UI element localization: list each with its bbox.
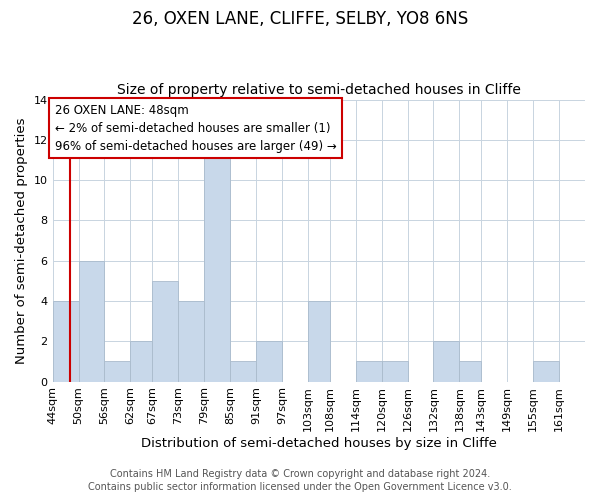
Title: Size of property relative to semi-detached houses in Cliffe: Size of property relative to semi-detach… bbox=[117, 83, 521, 97]
Bar bbox=[382, 362, 407, 382]
Bar bbox=[433, 342, 460, 382]
Text: Contains HM Land Registry data © Crown copyright and database right 2024.
Contai: Contains HM Land Registry data © Crown c… bbox=[88, 470, 512, 492]
Bar bbox=[460, 362, 481, 382]
Y-axis label: Number of semi-detached properties: Number of semi-detached properties bbox=[15, 118, 28, 364]
X-axis label: Distribution of semi-detached houses by size in Cliffe: Distribution of semi-detached houses by … bbox=[141, 437, 497, 450]
Bar bbox=[204, 140, 230, 382]
Bar bbox=[152, 281, 178, 382]
Bar bbox=[308, 301, 329, 382]
Text: 26 OXEN LANE: 48sqm
← 2% of semi-detached houses are smaller (1)
96% of semi-det: 26 OXEN LANE: 48sqm ← 2% of semi-detache… bbox=[55, 104, 337, 152]
Bar bbox=[356, 362, 382, 382]
Bar bbox=[104, 362, 130, 382]
Bar bbox=[178, 301, 204, 382]
Bar bbox=[230, 362, 256, 382]
Bar bbox=[130, 342, 152, 382]
Bar bbox=[256, 342, 282, 382]
Bar bbox=[79, 260, 104, 382]
Text: 26, OXEN LANE, CLIFFE, SELBY, YO8 6NS: 26, OXEN LANE, CLIFFE, SELBY, YO8 6NS bbox=[132, 10, 468, 28]
Bar bbox=[533, 362, 559, 382]
Bar bbox=[53, 301, 79, 382]
